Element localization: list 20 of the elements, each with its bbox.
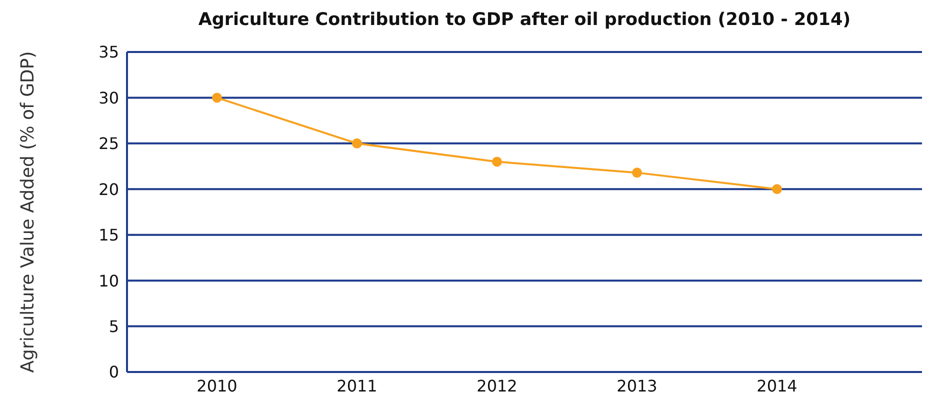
- y-tick-label: 0: [108, 362, 119, 382]
- point: [352, 138, 362, 148]
- point: [492, 156, 502, 167]
- y-axis-title: Agriculture Value Added (% of GDP): [17, 51, 38, 373]
- y-tick-label: 30: [98, 88, 119, 108]
- chart-title: Agriculture Contribution to GDP after oil production (2010 - 2014): [197, 10, 852, 30]
- point: [632, 168, 642, 178]
- x-tick-label: 2010: [196, 376, 238, 396]
- y-tick-label: 10: [98, 271, 119, 290]
- x-tick-label: 2013: [616, 376, 658, 396]
- y-tick-label: 35: [98, 42, 119, 62]
- x-tick-label: 2014: [756, 376, 798, 396]
- y-tick-label: 20: [98, 180, 119, 199]
- y-tick-label: 15: [98, 226, 119, 245]
- y-tick-label: 25: [98, 134, 119, 154]
- y-tick-label: 5: [108, 316, 119, 336]
- point: [212, 92, 222, 103]
- point: [772, 184, 782, 194]
- x-tick-label: 2012: [476, 376, 518, 396]
- x-tick-label: 2011: [336, 376, 378, 396]
